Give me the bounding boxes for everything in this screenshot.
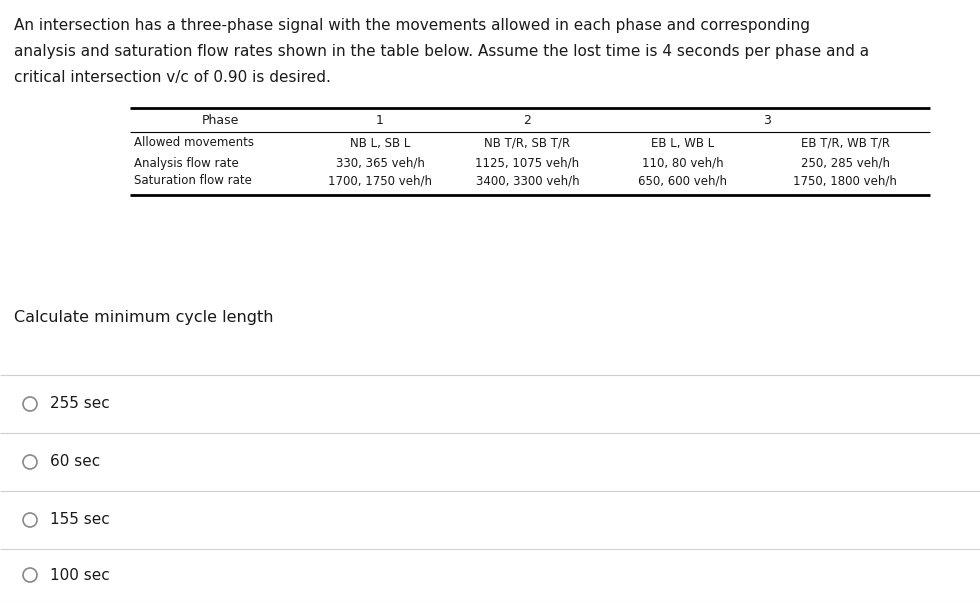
Text: 650, 600 veh/h: 650, 600 veh/h <box>638 174 727 188</box>
Text: Phase: Phase <box>201 113 239 127</box>
Text: NB T/R, SB T/R: NB T/R, SB T/R <box>484 136 570 150</box>
Text: 155 sec: 155 sec <box>50 513 110 528</box>
Text: NB L, SB L: NB L, SB L <box>350 136 411 150</box>
Text: EB T/R, WB T/R: EB T/R, WB T/R <box>801 136 890 150</box>
Text: 60 sec: 60 sec <box>50 455 100 470</box>
Text: Calculate minimum cycle length: Calculate minimum cycle length <box>14 310 273 325</box>
Text: Saturation flow rate: Saturation flow rate <box>134 174 252 188</box>
Text: An intersection has a three-phase signal with the movements allowed in each phas: An intersection has a three-phase signal… <box>14 18 810 33</box>
Text: 1125, 1075 veh/h: 1125, 1075 veh/h <box>475 157 579 169</box>
Text: critical intersection v/c of 0.90 is desired.: critical intersection v/c of 0.90 is des… <box>14 70 331 85</box>
Text: 2: 2 <box>523 113 531 127</box>
Text: 1: 1 <box>376 113 384 127</box>
Text: Analysis flow rate: Analysis flow rate <box>134 157 239 169</box>
Text: 3: 3 <box>763 113 771 127</box>
Text: 1700, 1750 veh/h: 1700, 1750 veh/h <box>328 174 432 188</box>
Text: 3400, 3300 veh/h: 3400, 3300 veh/h <box>475 174 579 188</box>
Text: analysis and saturation flow rates shown in the table below. Assume the lost tim: analysis and saturation flow rates shown… <box>14 44 869 59</box>
Text: Allowed movements: Allowed movements <box>134 136 254 150</box>
Text: 330, 365 veh/h: 330, 365 veh/h <box>335 157 424 169</box>
Text: 255 sec: 255 sec <box>50 397 110 411</box>
Text: 1750, 1800 veh/h: 1750, 1800 veh/h <box>793 174 897 188</box>
Text: 250, 285 veh/h: 250, 285 veh/h <box>801 157 890 169</box>
Text: EB L, WB L: EB L, WB L <box>651 136 714 150</box>
Text: 110, 80 veh/h: 110, 80 veh/h <box>642 157 723 169</box>
Text: 100 sec: 100 sec <box>50 567 110 582</box>
